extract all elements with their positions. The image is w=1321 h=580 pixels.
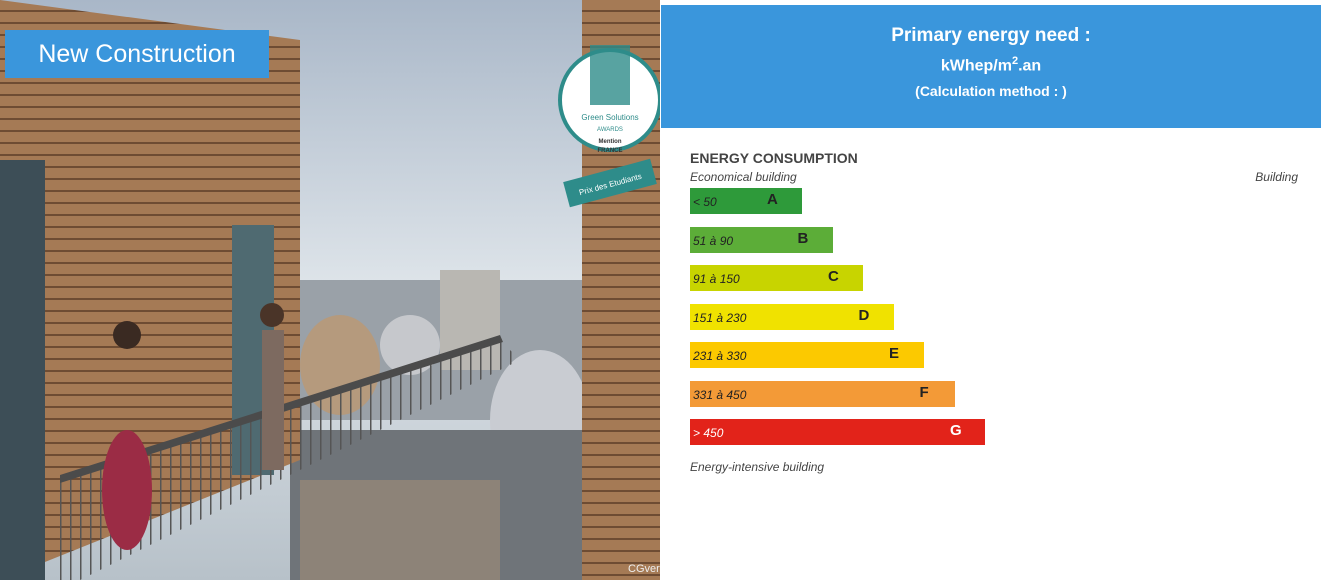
rating-letter: A bbox=[767, 191, 778, 208]
award-line1: Green Solutions bbox=[581, 113, 638, 122]
badge: New Construction bbox=[5, 30, 269, 78]
rating-bar: > 450 G bbox=[690, 419, 985, 445]
header: Primary energy need : kWhep/m2.an (Calcu… bbox=[661, 5, 1321, 128]
header-title: Primary energy need : bbox=[891, 25, 1091, 46]
rating-bar: 231 à 330 E bbox=[690, 342, 924, 368]
header-unit: kWhep/m2.an bbox=[661, 55, 1321, 75]
rating-bar: < 50 A bbox=[690, 188, 802, 214]
unit-main: kWhep/m bbox=[940, 57, 1012, 75]
bottom-label: Energy-intensive building bbox=[690, 460, 825, 474]
rating-bars: < 50 A 51 à 90 B 91 à 150 C 151 à 230 D 231 à 33… bbox=[690, 188, 1298, 460]
unit-sup: 2 bbox=[1011, 55, 1019, 67]
top-right: Building bbox=[1255, 170, 1298, 184]
rating-bar: 331 à 450 F bbox=[690, 380, 955, 407]
rating-letter: B bbox=[797, 229, 809, 247]
rating-letter: D bbox=[858, 306, 870, 324]
energy-title: ENERGY CONSUMPTION bbox=[690, 150, 858, 166]
rating-letter: F bbox=[919, 383, 929, 401]
rating-bar: 91 à 150 C bbox=[690, 265, 863, 291]
rating-range: > 450 bbox=[693, 426, 724, 440]
rating-range: 51 à 90 bbox=[693, 233, 734, 248]
rating-range: 151 à 230 bbox=[693, 310, 747, 325]
rating-range: < 50 bbox=[693, 195, 717, 209]
rating-range: 331 à 450 bbox=[693, 387, 747, 402]
unit-suffix: .an bbox=[1018, 57, 1042, 75]
photo-credit: CGveron bbox=[628, 563, 660, 575]
award-line2: AWARDS bbox=[597, 127, 623, 133]
rating-letter: C bbox=[828, 268, 839, 285]
rating-letter: G bbox=[950, 422, 962, 439]
rating-range: 231 à 330 bbox=[693, 349, 747, 363]
photo: Green Solutions AWARDS Mention FRANCE Pr… bbox=[0, 0, 660, 580]
rating-bar: 51 à 90 B bbox=[690, 226, 833, 253]
award-line3: Mention bbox=[599, 139, 622, 145]
rating-letter: E bbox=[889, 345, 900, 362]
header-method: (Calculation method : ) bbox=[915, 83, 1067, 100]
award-line4: FRANCE bbox=[598, 148, 623, 154]
top-left: Economical building bbox=[690, 170, 797, 184]
rating-range: 91 à 150 bbox=[693, 272, 740, 286]
energy-label: ENERGY CONSUMPTION Economical building B… bbox=[690, 150, 1298, 474]
rating-bar: 151 à 230 D bbox=[690, 303, 894, 330]
